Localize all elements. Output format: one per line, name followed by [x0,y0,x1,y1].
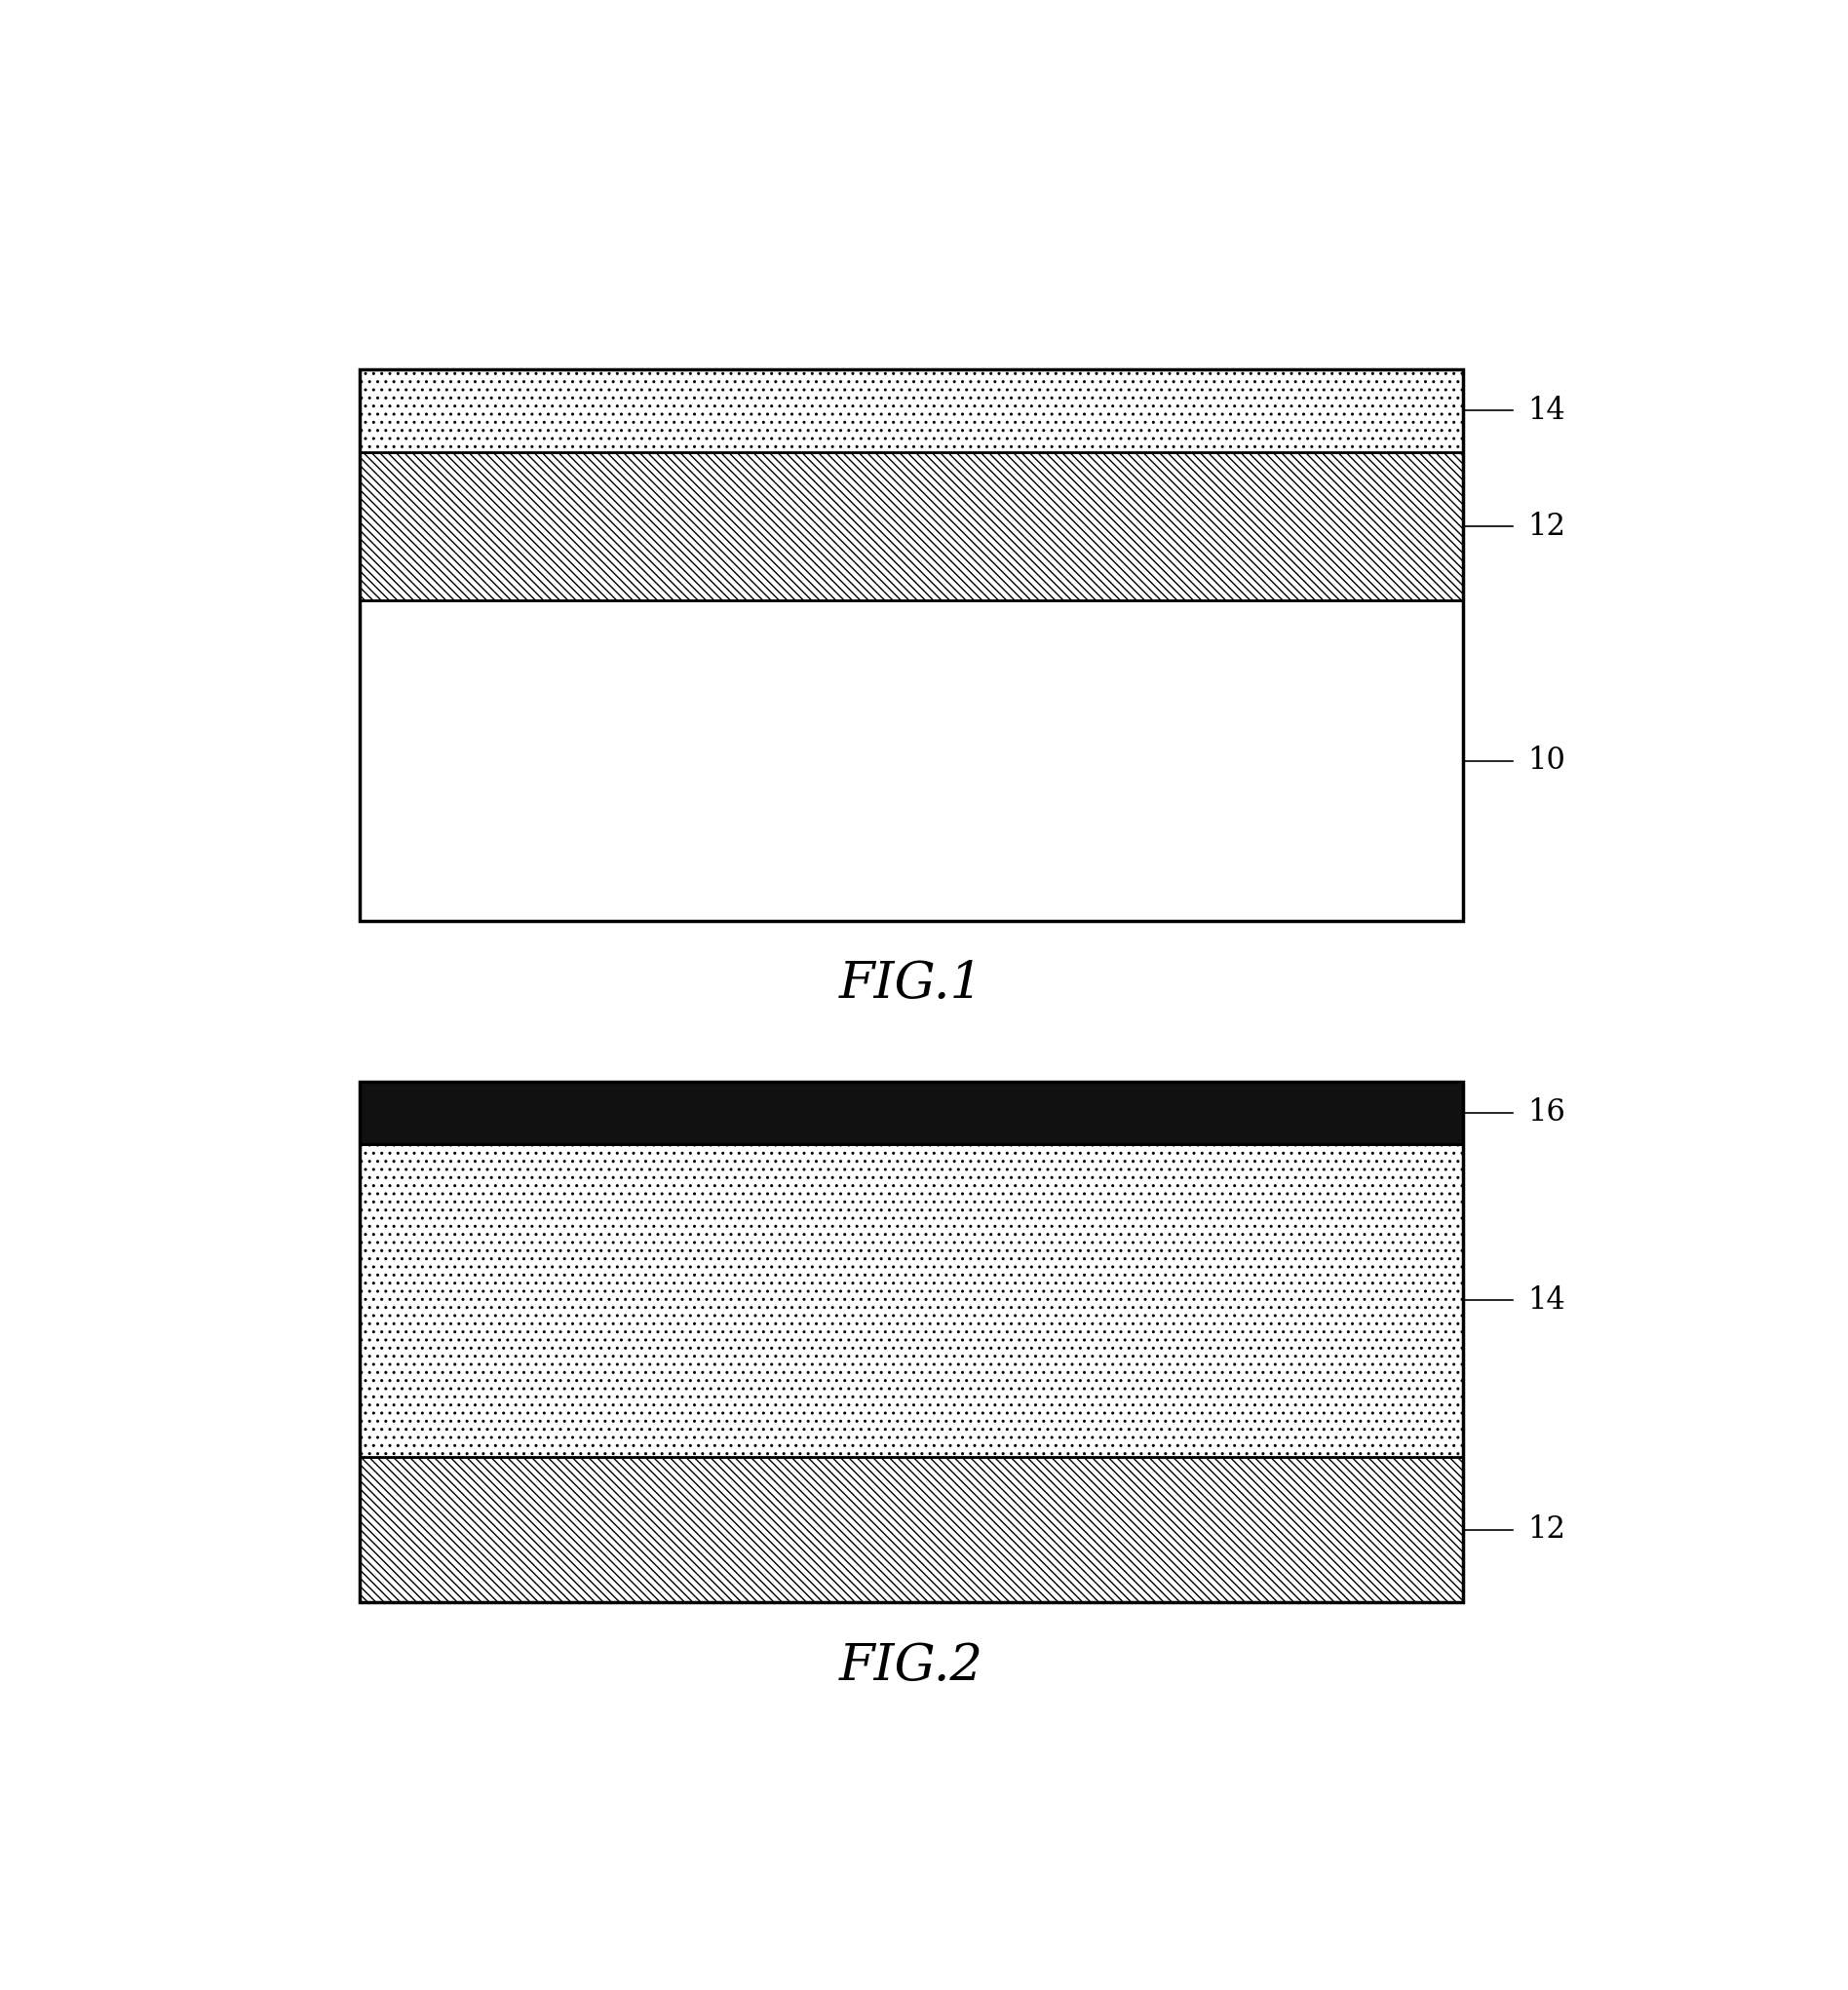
Text: 16: 16 [1526,1098,1565,1128]
Text: 12: 12 [1526,1514,1565,1544]
Text: 14: 14 [1526,396,1565,426]
Text: FIG.2: FIG.2 [839,1642,983,1691]
Bar [360,601,1464,921]
Bar [360,1457,1464,1602]
Text: FIG.1: FIG.1 [839,959,983,1009]
Text: 10: 10 [1526,746,1565,776]
Bar [360,368,1464,921]
Bar [360,1083,1464,1144]
Bar [360,452,1464,601]
Text: 12: 12 [1526,511,1565,541]
Bar [360,368,1464,452]
Text: 14: 14 [1526,1286,1565,1315]
Bar [360,1144,1464,1457]
Bar [360,1083,1464,1602]
